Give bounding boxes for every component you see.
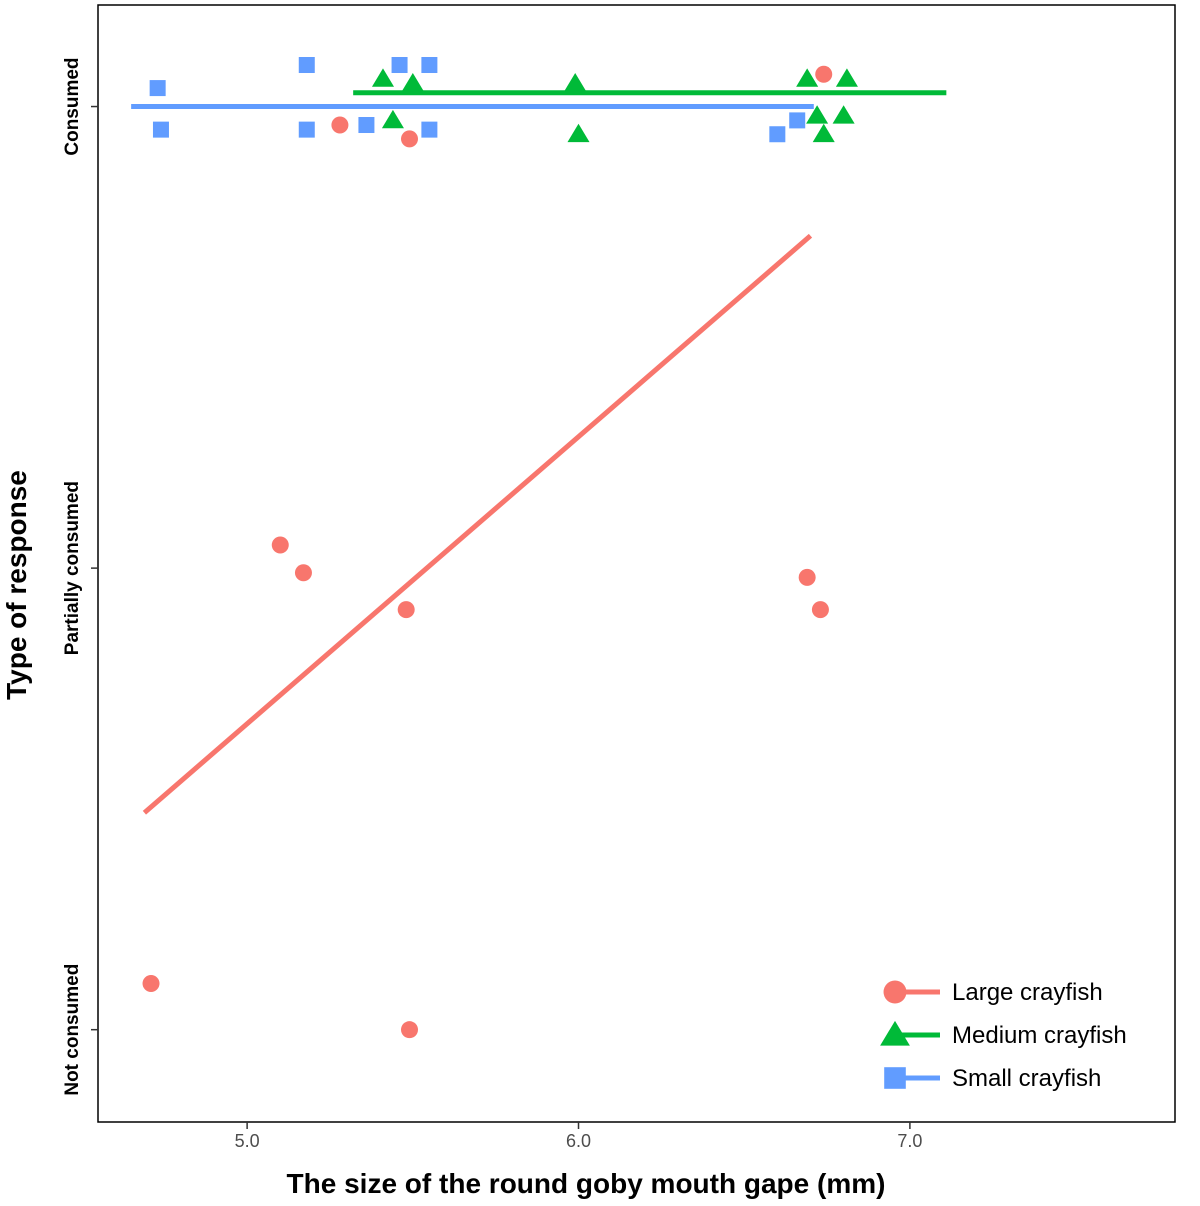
data-point-circle (401, 1021, 419, 1039)
data-point-triangle (371, 68, 395, 87)
y-tick-label: Partially consumed (62, 481, 83, 655)
legend-marker-square (884, 1067, 906, 1089)
data-point-triangle (832, 105, 855, 124)
y-axis-title: Type of response (1, 470, 32, 700)
legend-label: Medium crayfish (952, 1022, 1127, 1049)
legend-item: Large crayfish (883, 979, 1103, 1006)
data-point-triangle (401, 72, 424, 92)
data-point-triangle (796, 68, 819, 87)
data-point-square (152, 121, 169, 138)
x-tick-label: 6.0 (566, 1131, 591, 1151)
fit-lines (131, 90, 947, 815)
legend-marker-circle (883, 980, 907, 1004)
data-point-circle (331, 116, 349, 134)
data-point-triangle (381, 109, 404, 129)
legend-item: Small crayfish (884, 1065, 1101, 1092)
data-point-circle (294, 564, 312, 582)
data-point-circle (271, 536, 289, 554)
data-point-triangle (567, 123, 590, 143)
fit-line-circle (142, 233, 813, 815)
data-point-circle (798, 568, 816, 586)
data-point-square (421, 57, 438, 74)
legend-label: Large crayfish (952, 979, 1103, 1006)
data-point-square (421, 121, 438, 138)
legend: Large crayfish Medium crayfish Small crayf… (880, 979, 1127, 1092)
x-axis-title: The size of the round goby mouth gape (m… (287, 1168, 886, 1199)
data-point-square (298, 57, 315, 74)
data-point-square (769, 126, 786, 143)
y-tick-label: Consumed (62, 57, 83, 155)
data-point-triangle (835, 68, 858, 87)
data-point-square (298, 121, 315, 138)
data-point-triangle (812, 123, 835, 143)
x-tick-label: 7.0 (897, 1131, 922, 1151)
data-point-square (358, 117, 375, 134)
data-point-circle (811, 601, 829, 619)
data-point-square (391, 57, 408, 74)
legend-marker-triangle (880, 1020, 910, 1046)
y-axis: Not consumed Partially consumed Consumed (62, 57, 98, 1096)
data-point-circle (815, 65, 833, 83)
x-tick-label: 5.0 (235, 1131, 260, 1151)
legend-label: Small crayfish (952, 1065, 1101, 1092)
x-axis: 5.0 6.0 7.0 (235, 1122, 922, 1151)
y-tick-label: Not consumed (62, 964, 83, 1096)
data-point-circle (142, 975, 160, 993)
data-point-circle (401, 130, 419, 148)
data-point-triangle (564, 72, 587, 92)
data-points (142, 57, 858, 1039)
data-point-square (789, 112, 806, 129)
legend-item: Medium crayfish (880, 1020, 1127, 1049)
data-point-square (149, 80, 166, 97)
data-point-triangle (806, 105, 829, 124)
data-point-circle (397, 601, 415, 619)
plot-panel (97, 4, 1176, 1123)
